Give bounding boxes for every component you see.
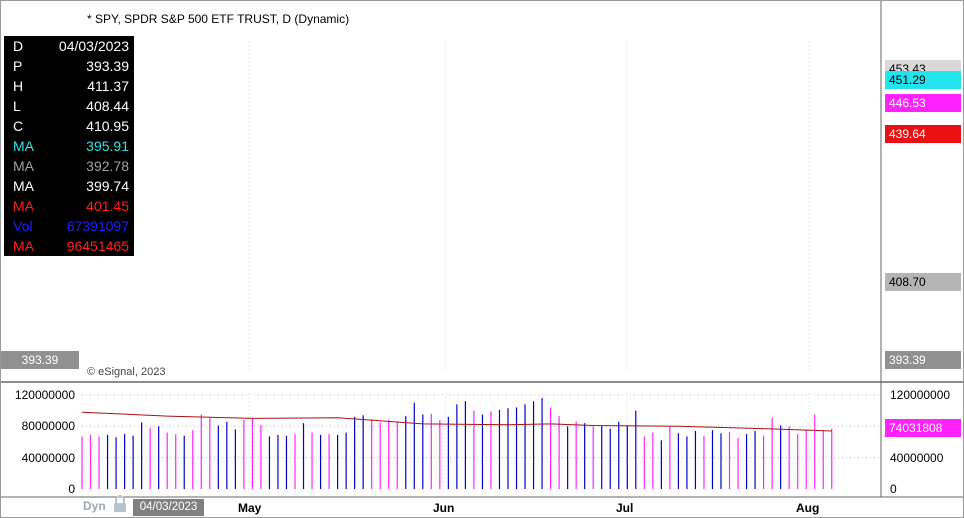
data-window-value: 410.95: [86, 118, 129, 134]
data-window-key: MA: [13, 138, 34, 154]
left-volume-label: 80000000: [21, 419, 75, 434]
data-window-row: P 393.39: [4, 56, 134, 76]
left-volume-label: 40000000: [21, 450, 75, 465]
volume-moving-average: [81, 411, 832, 432]
data-window-value: 395.91: [86, 138, 129, 154]
volume-layer: [81, 398, 833, 489]
data-window-value: 401.45: [86, 198, 129, 214]
month-label-jun: Jun: [433, 501, 455, 515]
price-tag: 451.29: [885, 71, 961, 89]
price-tag: 408.70: [885, 273, 961, 291]
month-label-may: May: [238, 501, 262, 515]
data-window-panel: D 04/03/2023 P 393.39 H 411.37 L 408.44 C 410.95 M…: [4, 36, 134, 256]
data-window-key: MA: [13, 238, 34, 254]
data-window-key: MA: [13, 158, 34, 174]
data-window-key: P: [13, 58, 23, 74]
data-window-value: 392.78: [86, 158, 129, 174]
dyn-label[interactable]: Dyn: [83, 499, 106, 513]
data-window-value: 408.44: [86, 98, 129, 114]
data-window-value: 411.37: [87, 78, 129, 94]
data-window-row: D 04/03/2023: [4, 36, 134, 56]
volume-tag: 74031808: [885, 419, 961, 437]
lock-icon[interactable]: [113, 495, 127, 513]
data-window-row: L 408.44: [4, 96, 134, 116]
data-window-key: MA: [13, 198, 34, 214]
price-tag: 446.53: [885, 94, 961, 112]
data-window-row: H 411.37: [4, 76, 134, 96]
data-window-row: MA 96451465: [4, 236, 134, 256]
data-window-value: 393.39: [86, 58, 129, 74]
cursor-date-box: 04/03/2023: [133, 499, 204, 516]
grid-layer: [82, 41, 881, 491]
data-window-value: 67391097: [66, 218, 129, 234]
data-window-row: MA 392.78: [4, 156, 134, 176]
data-window-row: MA 399.74: [4, 176, 134, 196]
data-window-key: D: [13, 38, 24, 54]
data-window-key: H: [13, 78, 24, 94]
price-tag: 393.39: [885, 351, 961, 369]
volume-axis-label: 120000000: [890, 387, 951, 402]
left-volume-label: 0: [68, 482, 75, 496]
volume-axis-label: 40000000: [890, 450, 944, 465]
data-window-row: C 410.95: [4, 116, 134, 136]
price-tag: 439.64: [885, 125, 961, 143]
data-window-key: MA: [13, 178, 34, 194]
month-label-jul: Jul: [616, 501, 634, 515]
data-window-row: MA 395.91: [4, 136, 134, 156]
left-last-price-tag: 393.39: [1, 351, 79, 369]
data-window-value: 04/03/2023: [58, 38, 129, 54]
data-window-key: Vol: [13, 218, 33, 234]
data-window-key: C: [13, 118, 24, 134]
month-label-aug: Aug: [796, 501, 820, 515]
axis-layer: [1, 1, 963, 498]
data-window-value: 96451465: [66, 238, 129, 254]
copyright-text: © eSignal, 2023: [87, 366, 166, 378]
data-window-row: MA 401.45: [4, 196, 134, 216]
data-window-key: L: [13, 98, 21, 114]
data-window-row: Vol 67391097: [4, 216, 134, 236]
volume-axis-label: 0: [890, 482, 897, 496]
chart-title: * SPY, SPDR S&P 500 ETF TRUST, D (Dynami…: [87, 12, 350, 26]
data-window-value: 399.74: [86, 178, 129, 194]
left-volume-label: 120000000: [14, 387, 75, 402]
